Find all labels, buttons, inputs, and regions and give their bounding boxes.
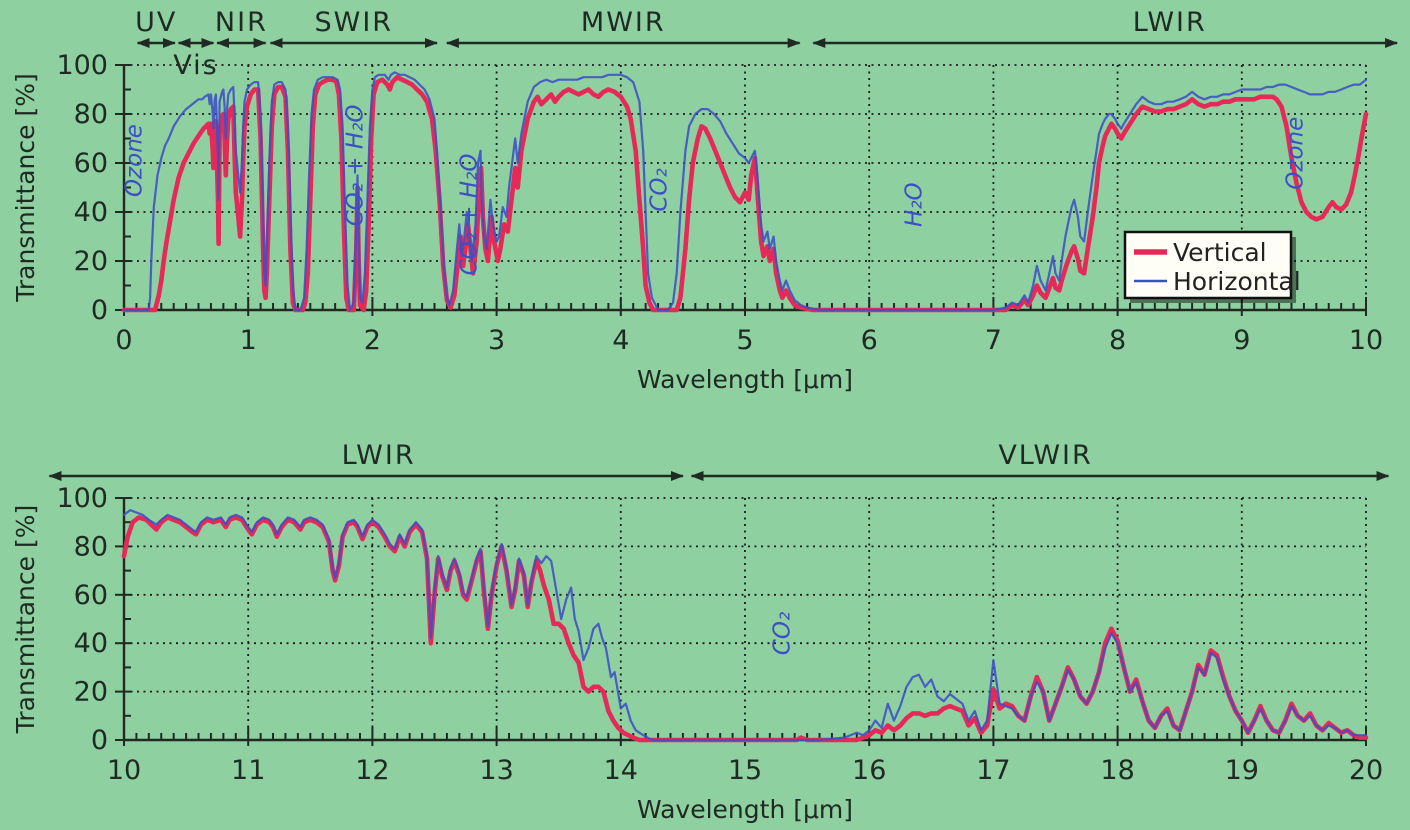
- svg-text:7: 7: [985, 325, 1002, 356]
- svg-text:10: 10: [107, 755, 141, 786]
- svg-text:6: 6: [861, 325, 878, 356]
- legend-label-vertical: Vertical: [1173, 238, 1267, 267]
- svg-text:80: 80: [74, 531, 108, 562]
- svg-text:40: 40: [74, 628, 108, 659]
- band-label-vlwir: VLWIR: [998, 440, 1092, 471]
- svg-text:4: 4: [612, 325, 629, 356]
- y-axis-label: Transmittance [%]: [11, 505, 40, 734]
- band-label-mwir: MWIR: [581, 7, 666, 38]
- annotation-co2: CO₂: [647, 168, 673, 211]
- svg-text:14: 14: [604, 755, 638, 786]
- bottom-panel-10-20um: 10 11 12 13 14 15 16 17 18 19 20 0 20 40 60 80 100 Wavele…: [0, 428, 1410, 830]
- svg-text:80: 80: [74, 99, 108, 130]
- band-vis: Vis: [173, 38, 218, 81]
- annotation-h2o: H₂O: [901, 182, 927, 227]
- x-axis-label: Wavelength [μm]: [637, 795, 853, 824]
- band-label-vis: Vis: [173, 50, 218, 81]
- svg-text:16: 16: [852, 755, 886, 786]
- tick-marks: [115, 497, 1367, 746]
- svg-text:3: 3: [488, 325, 505, 356]
- band-label-swir: SWIR: [314, 7, 393, 38]
- svg-text:20: 20: [74, 677, 108, 708]
- svg-text:0: 0: [91, 295, 108, 326]
- annotation-co2-h2o: CO₂ + H₂O: [457, 153, 483, 275]
- horizontal-curve: [122, 508, 1368, 742]
- svg-text:100: 100: [56, 483, 108, 514]
- svg-text:18: 18: [1100, 755, 1134, 786]
- band-label-nir: NIR: [215, 7, 268, 38]
- band-label-lwir: LWIR: [1133, 7, 1207, 38]
- top-panel-0-10um: 0 1 2 3 4 5 6 7 8 9 10 0 20 40 60 80 100 Wavelength [μm] T…: [11, 7, 1399, 394]
- annotation-ozone: Ozone: [1283, 117, 1309, 190]
- svg-text:40: 40: [74, 197, 108, 228]
- tick-marks: [115, 64, 1367, 316]
- svg-text:20: 20: [74, 246, 108, 277]
- svg-text:12: 12: [355, 755, 389, 786]
- svg-text:100: 100: [56, 50, 108, 81]
- axes: [122, 498, 1366, 742]
- band-nir: NIR: [215, 7, 268, 48]
- y-axis-label: Transmittance [%]: [11, 73, 40, 302]
- svg-text:11: 11: [231, 755, 265, 786]
- band-mwir: MWIR: [445, 7, 801, 48]
- band-uv: UV: [135, 7, 177, 48]
- band-label-uv: UV: [135, 7, 177, 38]
- svg-text:19: 19: [1225, 755, 1259, 786]
- svg-text:13: 13: [479, 755, 513, 786]
- x-axis-label: Wavelength [μm]: [637, 365, 853, 394]
- svg-text:17: 17: [976, 755, 1010, 786]
- svg-text:0: 0: [91, 725, 108, 756]
- svg-text:5: 5: [736, 325, 753, 356]
- band-lwir: LWIR: [48, 440, 684, 481]
- svg-text:15: 15: [728, 755, 762, 786]
- horizontal-curve: [122, 71, 1368, 312]
- svg-text:10: 10: [1349, 325, 1383, 356]
- annotation-ozone: Ozone: [121, 124, 147, 197]
- svg-text:9: 9: [1233, 325, 1250, 356]
- gridlines: [124, 497, 1367, 740]
- svg-text:8: 8: [1109, 325, 1126, 356]
- svg-text:1: 1: [240, 325, 257, 356]
- vertical-curve: [121, 515, 1369, 743]
- svg-text:60: 60: [74, 580, 108, 611]
- svg-text:20: 20: [1349, 755, 1383, 786]
- band-lwir: LWIR: [812, 7, 1399, 48]
- annotation-co2: CO₂: [770, 612, 796, 655]
- band-swir: SWIR: [269, 7, 438, 48]
- svg-text:0: 0: [115, 325, 132, 356]
- svg-text:2: 2: [364, 325, 381, 356]
- band-vlwir: VLWIR: [690, 440, 1390, 481]
- band-label-lwir: LWIR: [342, 440, 416, 471]
- tick-labels: 10 11 12 13 14 15 16 17 18 19 20 0 20 40 60 80 100: [56, 483, 1383, 786]
- bottom-chart-svg: 10 11 12 13 14 15 16 17 18 19 20 0 20 40 60 80 100 Wavele…: [11, 440, 1390, 824]
- legend-label-horizontal: Horizontal: [1173, 267, 1301, 296]
- svg-text:60: 60: [74, 148, 108, 179]
- annotation-co2-h2o: CO₂ + H₂O: [342, 104, 368, 226]
